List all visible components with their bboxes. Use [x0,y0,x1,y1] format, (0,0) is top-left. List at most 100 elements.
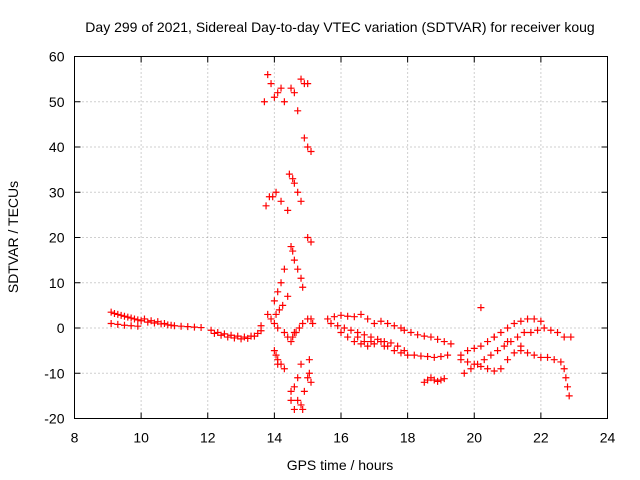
data-point [267,80,275,88]
data-point [300,387,308,395]
data-point [280,365,288,373]
data-point [417,352,425,360]
data-point [517,317,525,325]
y-tick-label: 10 [49,275,65,291]
data-point [444,351,452,359]
data-point [497,365,505,373]
data-point [114,310,122,318]
x-tick-label: 8 [71,430,79,446]
data-point [120,321,128,329]
data-point [277,279,285,287]
data-point [140,315,148,323]
data-point [410,351,418,359]
data-point [184,323,192,331]
data-point [477,304,485,312]
data-point [360,338,368,346]
data-point [437,353,445,361]
data-point [377,317,385,325]
data-point [534,326,542,334]
data-point [275,306,283,314]
data-point [299,319,307,327]
data-point [295,324,303,332]
data-point [272,188,280,196]
y-tick-labels: -20 -10 0 10 20 30 40 50 60 [44,49,64,427]
x-tick-label: 20 [466,430,482,446]
x-tick-label: 12 [200,430,216,446]
data-point [280,329,288,337]
data-point [210,329,218,337]
data-point [299,283,307,291]
data-point [400,326,408,334]
grid [74,56,608,419]
data-point [290,179,298,187]
data-point [127,314,135,322]
data-point [270,319,278,327]
data-point [297,274,305,282]
data-point [327,319,335,327]
data-point [414,331,422,339]
data-point [490,333,498,341]
data-point [290,383,298,391]
data-point [272,310,280,318]
data-point [290,405,298,413]
data-point [294,265,302,273]
data-point [480,356,488,364]
data-point [477,342,485,350]
data-point [340,324,348,332]
data-point [544,353,552,361]
data-point [514,333,522,341]
data-point [524,315,532,323]
data-point [564,383,572,391]
data-point [190,323,198,331]
data-point [344,333,352,341]
data-point [520,329,528,337]
data-point [304,234,312,241]
x-tick-label: 16 [333,430,349,446]
data-point [274,89,282,97]
data-point [490,367,498,375]
chart-title: Day 299 of 2021, Sidereal Day-to-day VTE… [85,19,594,35]
data-point [540,324,548,332]
data-point [440,338,448,346]
data-point [457,356,465,364]
data-point [294,188,302,196]
data-point [127,322,135,330]
data-point [307,378,315,386]
data-point [270,297,278,305]
data-point [147,317,155,325]
data-point [264,310,272,318]
data-point [277,84,285,92]
data-point [290,89,298,97]
data-point [547,326,555,334]
data-point [497,329,505,337]
data-point [244,334,252,342]
data-point [350,338,358,346]
data-point [430,353,438,361]
data-point [390,347,398,355]
data-point [107,308,115,316]
data-point [407,329,415,337]
data-point [330,313,338,321]
data-point [337,311,345,319]
data-point [260,98,268,106]
data-point [300,134,308,142]
y-tick-label: 50 [49,94,65,110]
data-point [280,265,288,273]
data-point [289,333,297,341]
x-tick-label: 24 [600,430,616,446]
data-point [220,330,228,338]
data-point [504,338,512,346]
data-point [434,377,442,385]
data-point [504,356,512,364]
data-point [484,365,492,373]
y-tick-label: 60 [49,49,65,65]
data-point [517,342,525,350]
data-point [510,319,518,327]
data-point [160,319,168,327]
data-point [337,329,345,337]
data-point [500,342,508,350]
data-point [297,197,305,205]
data-point [250,332,258,340]
data-point [440,375,448,383]
data-point [364,315,372,323]
